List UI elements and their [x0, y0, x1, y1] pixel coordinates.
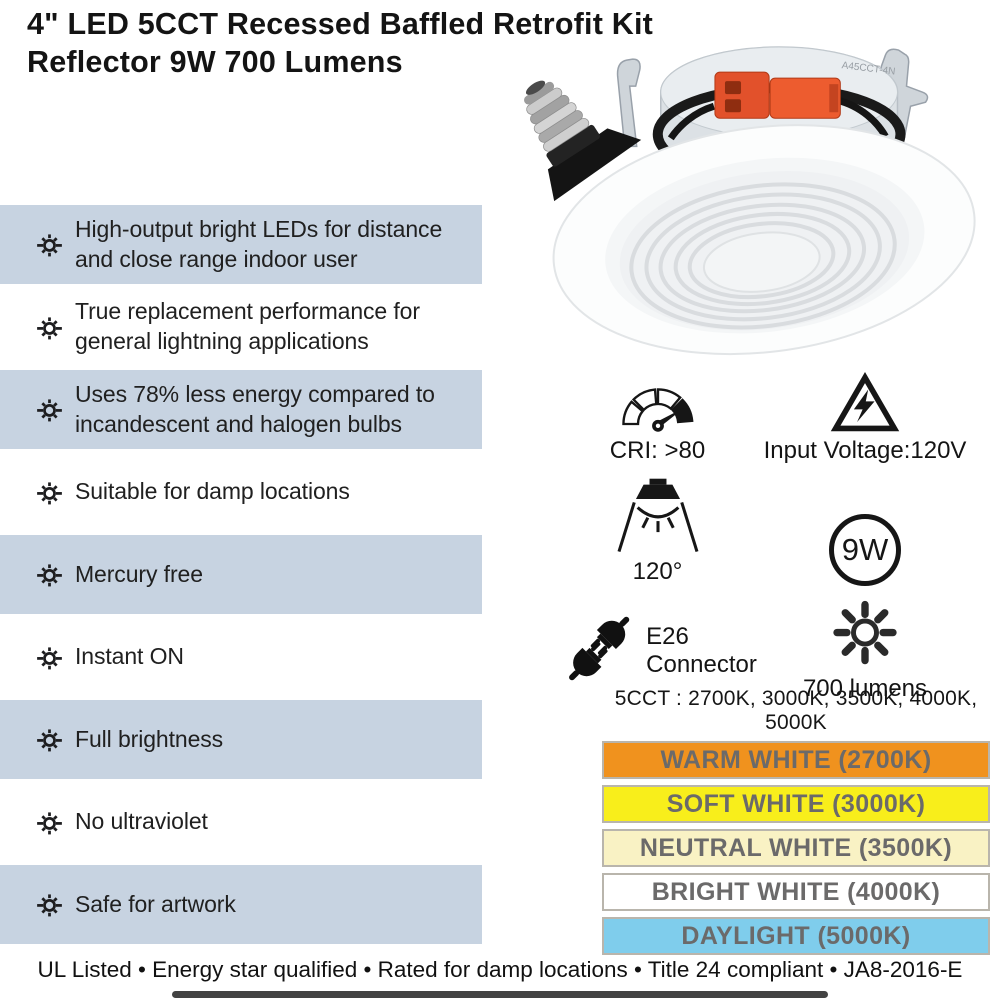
sun-bullet-icon — [33, 311, 66, 344]
bottom-bar — [172, 991, 828, 998]
feature-row: Mercury free — [0, 535, 482, 614]
cct-bar-daylight: DAYLIGHT (5000K) — [602, 917, 990, 955]
voltage-triangle-icon — [830, 372, 900, 432]
cct-bar-bright-white: BRIGHT WHITE (4000K) — [602, 873, 990, 911]
feature-row: Uses 78% less energy compared to incande… — [0, 370, 482, 449]
clip-left-icon — [616, 58, 641, 148]
feature-row: Full brightness — [0, 700, 482, 779]
spec-wattage: 9W — [829, 477, 901, 586]
orange-connector-icon — [714, 71, 841, 119]
feature-text: No ultraviolet — [75, 808, 208, 835]
feature-row: True replacement performance for general… — [0, 284, 482, 370]
certification-footer: UL Listed • Energy star qualified • Rate… — [37, 957, 963, 982]
spec-voltage: Input Voltage:120V — [763, 372, 967, 465]
spec-connector: E26 Connector — [558, 598, 757, 703]
feature-row: Suitable for damp locations — [0, 449, 482, 535]
cct-section: 5CCT : 2700K, 3000K, 3500K, 4000K, 5000K… — [602, 687, 990, 961]
voltage-label: Input Voltage:120V — [763, 437, 967, 464]
cct-bar-warm-white: WARM WHITE (2700K) — [602, 741, 990, 779]
lumens-sun-icon — [833, 600, 897, 665]
feature-text: Safe for artwork — [75, 890, 236, 917]
cri-label: CRI: >80 — [609, 437, 706, 464]
sun-bullet-icon — [33, 723, 66, 756]
connector-label: E26 Connector — [646, 622, 757, 678]
feature-row: Instant ON — [0, 614, 482, 700]
feature-list: High-output bright LEDs for distance and… — [0, 205, 482, 944]
cct-header: 5CCT : 2700K, 3000K, 3500K, 4000K, 5000K — [614, 687, 978, 734]
sun-bullet-icon — [33, 806, 66, 839]
sun-bullet-icon — [33, 228, 66, 261]
spec-beam-angle: 120° — [615, 477, 701, 586]
page-title: 4" LED 5CCT Recessed Baffled Retrofit Ki… — [27, 7, 654, 79]
wattage-circle-icon: 9W — [829, 514, 901, 586]
spec-lumens: 700 lumens — [803, 598, 927, 703]
cct-bar-neutral-white: NEUTRAL WHITE (3500K) — [602, 829, 990, 867]
sun-bullet-icon — [33, 476, 66, 509]
cri-gauge-icon — [621, 388, 693, 432]
sun-bullet-icon — [33, 641, 66, 674]
sun-bullet-icon — [33, 888, 66, 921]
feature-row: Safe for artwork — [0, 865, 482, 944]
feature-text: Mercury free — [75, 560, 203, 587]
feature-row: High-output bright LEDs for distance and… — [0, 205, 482, 284]
beam-angle-label: 120° — [632, 558, 683, 585]
feature-row: No ultraviolet — [0, 779, 482, 865]
feature-text: Full brightness — [75, 725, 224, 752]
spec-cri: CRI: >80 — [606, 372, 710, 465]
feature-text: Uses 78% less energy compared to incande… — [75, 380, 435, 437]
feature-text: High-output bright LEDs for distance and… — [75, 215, 443, 272]
beam-angle-icon — [617, 478, 698, 553]
cct-bar-soft-white: SOFT WHITE (3000K) — [602, 785, 990, 823]
e26-base-icon — [524, 80, 642, 202]
feature-text: Instant ON — [75, 643, 184, 670]
feature-text: True replacement performance for general… — [75, 298, 420, 354]
product-photo: A45CCT-4N — [524, 46, 976, 356]
sun-bullet-icon — [33, 393, 66, 426]
e26-plug-icon — [569, 616, 630, 680]
lumens-label: 700 lumens — [802, 675, 928, 702]
spec-grid: CRI: >80 Input Voltage:120V 120° — [569, 372, 990, 703]
feature-text: Suitable for damp locations — [75, 478, 350, 505]
wattage-label: 9W — [841, 532, 889, 567]
sun-bullet-icon — [33, 558, 66, 591]
